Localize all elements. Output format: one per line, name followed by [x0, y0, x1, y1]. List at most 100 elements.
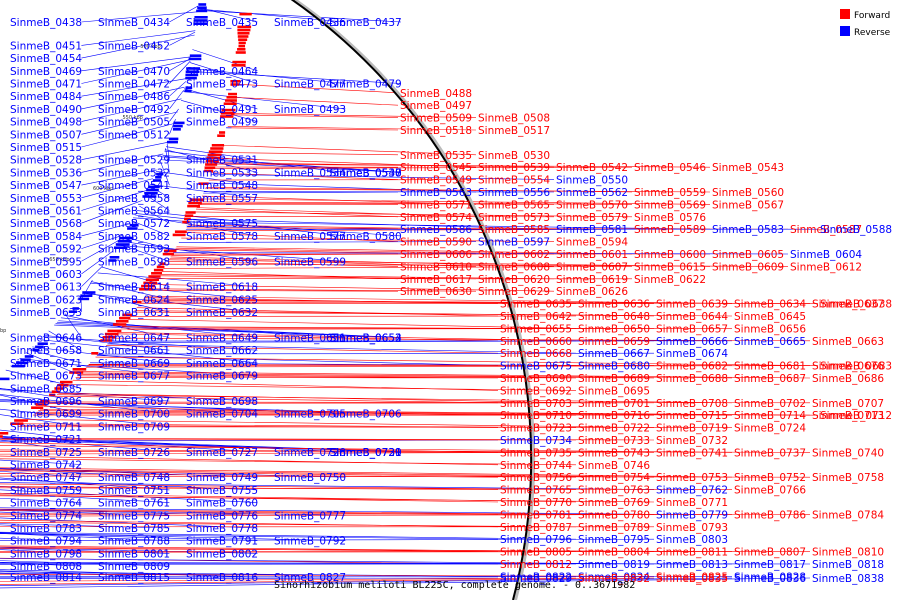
gene-label[interactable]: SinmeB_0576 — [634, 212, 706, 224]
gene-label[interactable]: SinmeB_0664 — [186, 358, 258, 370]
gene-label[interactable]: SinmeB_0692 — [500, 385, 572, 397]
gene-label[interactable]: SinmeB_0666 — [656, 336, 728, 348]
gene-label[interactable]: SinmeB_0451 — [10, 40, 82, 52]
gene-label[interactable]: SinmeB_0632 — [186, 307, 258, 319]
gene-label[interactable]: SinmeB_0596 — [186, 256, 258, 268]
gene-label[interactable]: SinmeB_0571 — [400, 199, 472, 211]
gene-label[interactable]: SinmeB_0608 — [478, 261, 550, 273]
gene-label[interactable]: SinmeB_0789 — [578, 522, 650, 534]
gene-label[interactable]: SinmeB_0581 — [556, 224, 628, 236]
gene-label[interactable]: SinmeB_0470 — [98, 66, 170, 78]
gene-label[interactable]: SinmeB_0769 — [578, 497, 650, 509]
gene-label[interactable]: SinmeB_0642 — [500, 311, 572, 323]
gene-label[interactable]: SinmeB_0805 — [500, 547, 572, 559]
gene-label[interactable]: SinmeB_0783 — [10, 523, 82, 535]
gene-label[interactable]: SinmeB_0438 — [10, 17, 82, 29]
gene-label[interactable]: SinmeB_0814 — [10, 572, 82, 584]
gene-label[interactable]: SinmeB_0434 — [98, 17, 170, 29]
gene-label[interactable]: SinmeB_0706 — [330, 409, 402, 421]
gene-label[interactable]: SinmeB_0615 — [634, 261, 706, 273]
gene-label[interactable]: SinmeB_0605 — [712, 249, 784, 261]
gene-label[interactable]: SinmeB_0818 — [812, 559, 884, 571]
gene-label[interactable]: SinmeB_0756 — [500, 472, 572, 484]
gene-label[interactable]: SinmeB_0754 — [578, 472, 650, 484]
gene-label[interactable]: SinmeB_0560 — [712, 187, 784, 199]
gene-label[interactable]: SinmeB_0660 — [500, 336, 572, 348]
gene-label[interactable]: SinmeB_0559 — [634, 187, 706, 199]
gene-label[interactable]: SinmeB_0675 — [500, 361, 572, 373]
gene-label[interactable]: SinmeB_0624 — [98, 294, 170, 306]
gene-label[interactable]: SinmeB_0589 — [634, 224, 706, 236]
gene-label[interactable]: SinmeB_0761 — [98, 498, 170, 510]
gene-label[interactable]: SinmeB_0807 — [734, 547, 806, 559]
gene-label[interactable]: SinmeB_0701 — [578, 398, 650, 410]
gene-label[interactable]: SinmeB_0473 — [186, 79, 258, 91]
gene-label[interactable]: SinmeB_0638 — [820, 299, 892, 311]
gene-label[interactable]: SinmeB_0464 — [186, 66, 258, 78]
gene-label[interactable]: SinmeB_0752 — [734, 472, 806, 484]
gene-label[interactable]: SinmeB_0774 — [10, 510, 82, 522]
gene-label[interactable]: SinmeB_0749 — [186, 472, 258, 484]
gene-label[interactable]: SinmeB_0582 — [98, 231, 170, 243]
gene-label[interactable]: SinmeB_0508 — [478, 113, 550, 125]
gene-label[interactable]: SinmeB_0610 — [400, 261, 472, 273]
gene-label[interactable]: SinmeB_0556 — [478, 187, 550, 199]
gene-label[interactable]: SinmeB_0819 — [578, 559, 650, 571]
gene-label[interactable]: SinmeB_0796 — [500, 534, 572, 546]
gene-label[interactable]: SinmeB_0650 — [578, 323, 650, 335]
gene-label[interactable]: SinmeB_0499 — [186, 117, 258, 129]
gene-label[interactable]: SinmeB_0726 — [98, 447, 170, 459]
gene-label[interactable]: SinmeB_0631 — [98, 307, 170, 319]
gene-label[interactable]: SinmeB_0607 — [556, 261, 628, 273]
gene-label[interactable]: SinmeB_0791 — [186, 536, 258, 548]
gene-label[interactable]: SinmeB_0709 — [98, 421, 170, 433]
gene-label[interactable]: SinmeB_0618 — [186, 282, 258, 294]
gene-label[interactable]: SinmeB_0735 — [500, 447, 572, 459]
gene-label[interactable]: SinmeB_0798 — [10, 548, 82, 560]
gene-label[interactable]: SinmeB_0469 — [10, 66, 82, 78]
gene-label[interactable]: SinmeB_0836 — [734, 573, 806, 585]
gene-label[interactable]: SinmeB_0623 — [10, 294, 82, 306]
gene-label[interactable]: SinmeB_0775 — [98, 510, 170, 522]
gene-label[interactable]: SinmeB_0585 — [478, 224, 550, 236]
gene-label[interactable]: SinmeB_0813 — [656, 559, 728, 571]
gene-label[interactable]: SinmeB_0810 — [812, 547, 884, 559]
gene-label[interactable]: SinmeB_0732 — [656, 435, 728, 447]
gene-label[interactable]: SinmeB_0788 — [98, 536, 170, 548]
gene-label[interactable]: SinmeB_0748 — [98, 472, 170, 484]
gene-label[interactable]: SinmeB_0727 — [186, 447, 258, 459]
gene-label[interactable]: SinmeB_0663 — [812, 336, 884, 348]
gene-label[interactable]: SinmeB_0604 — [790, 249, 862, 261]
gene-label[interactable]: SinmeB_0646 — [10, 333, 82, 345]
gene-label[interactable]: SinmeB_0578 — [186, 231, 258, 243]
gene-label[interactable]: SinmeB_0575 — [186, 218, 258, 230]
gene-label[interactable]: SinmeB_0715 — [656, 410, 728, 422]
gene-label[interactable]: SinmeB_0590 — [400, 237, 472, 249]
gene-label[interactable]: SinmeB_0619 — [556, 274, 628, 286]
gene-label[interactable]: SinmeB_0635 — [500, 299, 572, 311]
gene-label[interactable]: SinmeB_0707 — [812, 398, 884, 410]
gene-label[interactable]: SinmeB_0546 — [634, 162, 706, 174]
gene-label[interactable]: SinmeB_0620 — [478, 274, 550, 286]
gene-label[interactable]: SinmeB_0535 — [400, 150, 472, 162]
gene-label[interactable]: SinmeB_0835 — [656, 573, 728, 585]
gene-label[interactable]: SinmeB_0567 — [712, 199, 784, 211]
gene-label[interactable]: SinmeB_0562 — [556, 187, 628, 199]
gene-label[interactable]: SinmeB_0719 — [656, 423, 728, 435]
gene-label[interactable]: SinmeB_0667 — [578, 348, 650, 360]
gene-label[interactable]: SinmeB_0533 — [186, 167, 258, 179]
gene-label[interactable]: SinmeB_0606 — [400, 249, 472, 261]
gene-label[interactable]: SinmeB_0639 — [656, 299, 728, 311]
gene-label[interactable]: SinmeB_0722 — [578, 423, 650, 435]
gene-label[interactable]: SinmeB_0488 — [400, 88, 472, 100]
gene-label[interactable]: SinmeB_0760 — [186, 498, 258, 510]
gene-label[interactable]: SinmeB_0541 — [98, 180, 170, 192]
gene-label[interactable]: SinmeB_0704 — [186, 409, 258, 421]
gene-label[interactable]: SinmeB_0601 — [556, 249, 628, 261]
gene-label[interactable]: SinmeB_0554 — [478, 175, 550, 187]
gene-label[interactable]: SinmeB_0517 — [478, 125, 550, 137]
gene-label[interactable]: SinmeB_0657 — [656, 323, 728, 335]
gene-label[interactable]: SinmeB_0557 — [186, 193, 258, 205]
gene-label[interactable]: SinmeB_0592 — [10, 244, 82, 256]
gene-label[interactable]: SinmeB_0565 — [478, 199, 550, 211]
